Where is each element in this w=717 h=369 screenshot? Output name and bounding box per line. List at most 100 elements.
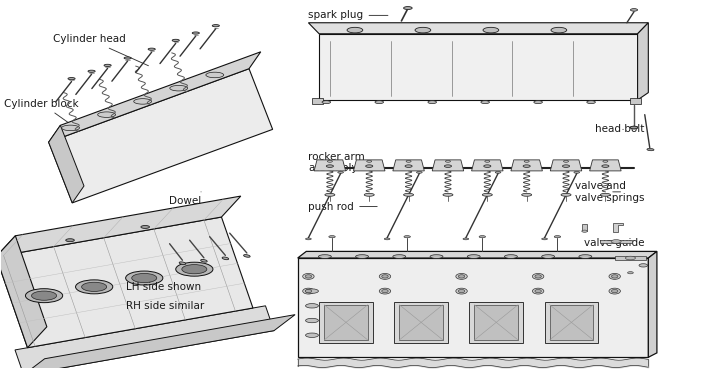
Polygon shape	[549, 305, 593, 340]
Ellipse shape	[318, 255, 331, 258]
Ellipse shape	[458, 289, 465, 293]
Text: head gasket: head gasket	[581, 328, 645, 338]
Ellipse shape	[68, 77, 75, 80]
Polygon shape	[475, 305, 518, 340]
Ellipse shape	[26, 289, 62, 303]
Ellipse shape	[172, 39, 179, 41]
Polygon shape	[49, 52, 261, 142]
Ellipse shape	[134, 99, 151, 104]
Polygon shape	[49, 69, 272, 203]
Text: Dowel: Dowel	[169, 192, 201, 206]
Polygon shape	[319, 34, 637, 100]
Ellipse shape	[533, 273, 543, 279]
Ellipse shape	[456, 273, 467, 279]
Ellipse shape	[505, 255, 518, 258]
Polygon shape	[630, 98, 641, 104]
Ellipse shape	[630, 8, 637, 11]
Ellipse shape	[212, 25, 219, 27]
Text: cylinder
head: cylinder head	[308, 288, 377, 309]
Ellipse shape	[62, 125, 80, 131]
Ellipse shape	[639, 264, 647, 267]
Ellipse shape	[132, 273, 157, 283]
Polygon shape	[298, 251, 657, 258]
Ellipse shape	[535, 275, 541, 278]
Ellipse shape	[443, 193, 453, 196]
Polygon shape	[600, 239, 632, 243]
Ellipse shape	[379, 288, 391, 294]
Ellipse shape	[523, 165, 531, 168]
Ellipse shape	[329, 235, 336, 238]
Ellipse shape	[481, 101, 490, 104]
Ellipse shape	[366, 161, 371, 162]
Ellipse shape	[485, 161, 490, 162]
Ellipse shape	[141, 225, 149, 228]
Ellipse shape	[630, 126, 637, 129]
Ellipse shape	[405, 165, 412, 168]
Polygon shape	[0, 196, 241, 257]
Ellipse shape	[406, 161, 411, 162]
Ellipse shape	[32, 291, 57, 300]
Ellipse shape	[483, 27, 499, 33]
Polygon shape	[312, 98, 323, 104]
Ellipse shape	[562, 165, 569, 168]
Ellipse shape	[364, 193, 374, 196]
Ellipse shape	[484, 165, 491, 168]
Ellipse shape	[456, 288, 467, 294]
Ellipse shape	[176, 262, 213, 276]
Ellipse shape	[463, 238, 469, 240]
Ellipse shape	[182, 265, 207, 274]
Ellipse shape	[579, 255, 592, 258]
Ellipse shape	[322, 101, 331, 104]
Ellipse shape	[602, 165, 609, 168]
Ellipse shape	[495, 172, 501, 173]
Ellipse shape	[533, 288, 543, 294]
Text: head bolt: head bolt	[595, 124, 645, 134]
Polygon shape	[648, 251, 657, 357]
Polygon shape	[470, 302, 523, 342]
Ellipse shape	[609, 288, 620, 294]
Polygon shape	[298, 258, 648, 357]
Text: push rod: push rod	[308, 201, 377, 211]
Ellipse shape	[325, 193, 335, 196]
Polygon shape	[393, 160, 424, 171]
Ellipse shape	[564, 161, 569, 162]
Ellipse shape	[170, 86, 188, 91]
Polygon shape	[0, 236, 47, 348]
Ellipse shape	[326, 165, 333, 168]
Polygon shape	[319, 302, 373, 342]
Ellipse shape	[612, 275, 618, 278]
Polygon shape	[353, 160, 385, 171]
Ellipse shape	[125, 271, 163, 285]
Ellipse shape	[305, 318, 318, 323]
Ellipse shape	[347, 27, 363, 33]
Polygon shape	[324, 305, 368, 340]
Ellipse shape	[479, 235, 485, 238]
Ellipse shape	[66, 239, 75, 242]
Polygon shape	[15, 306, 274, 369]
Ellipse shape	[303, 288, 314, 294]
Ellipse shape	[630, 126, 637, 129]
Ellipse shape	[535, 289, 541, 293]
Ellipse shape	[124, 57, 131, 59]
Ellipse shape	[603, 161, 608, 162]
Ellipse shape	[611, 239, 621, 243]
Ellipse shape	[244, 255, 250, 257]
Text: valve guide: valve guide	[584, 238, 645, 248]
Text: RH side similar: RH side similar	[126, 301, 204, 311]
Ellipse shape	[384, 238, 390, 240]
Ellipse shape	[404, 193, 414, 196]
Polygon shape	[614, 256, 646, 260]
Text: head cover: head cover	[587, 73, 645, 83]
Ellipse shape	[647, 148, 654, 151]
Ellipse shape	[574, 172, 579, 173]
Text: LH side shown: LH side shown	[126, 282, 201, 292]
Ellipse shape	[522, 193, 532, 196]
Polygon shape	[314, 160, 346, 171]
Ellipse shape	[404, 7, 412, 10]
Ellipse shape	[445, 165, 452, 168]
Polygon shape	[394, 302, 448, 342]
Text: spark plug: spark plug	[308, 10, 388, 20]
Ellipse shape	[554, 235, 561, 238]
Ellipse shape	[98, 112, 115, 117]
Ellipse shape	[338, 172, 343, 173]
